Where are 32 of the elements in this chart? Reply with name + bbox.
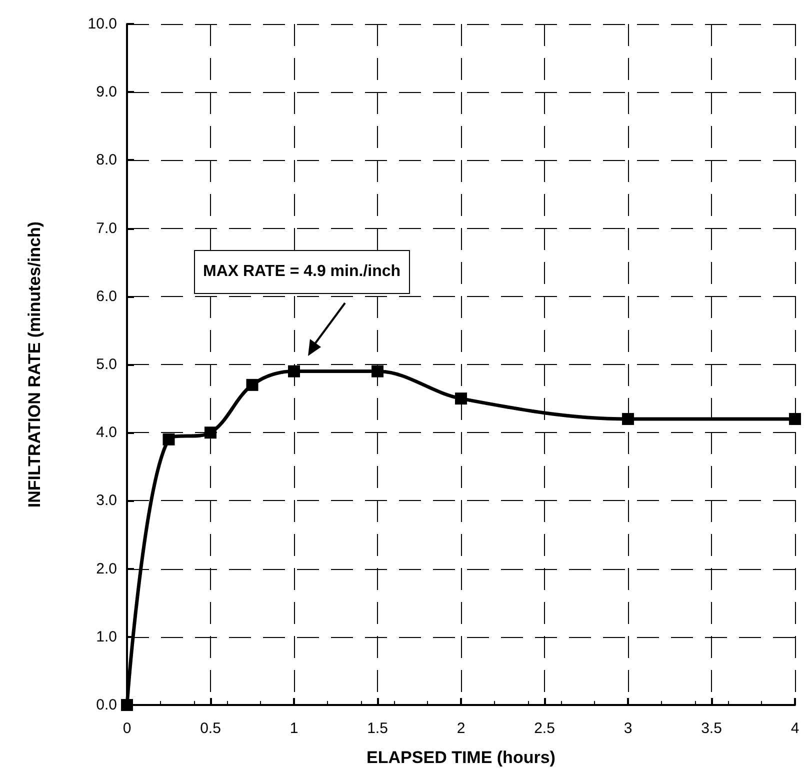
y-tick-label: 4.0: [96, 424, 117, 442]
point: [204, 426, 216, 439]
x-tick-label: 2: [456, 720, 466, 737]
y-tick-label: 2.0: [96, 560, 117, 578]
y-tick-label: 0.0: [96, 696, 117, 714]
point: [622, 412, 634, 425]
y-tick-label: 8.0: [96, 152, 117, 169]
y-tick-label: 3.0: [96, 492, 117, 510]
y-axis-title: INFILTRATION RATE (minutes/inch): [25, 221, 44, 508]
y-tick-label: 7.0: [96, 220, 117, 237]
point: [246, 378, 258, 391]
point: [121, 699, 133, 711]
point: [372, 365, 384, 378]
x-tick-label: 2.5: [534, 720, 555, 737]
y-tick-label: 1.0: [96, 628, 117, 646]
y-tick-label: 10.0: [88, 16, 117, 32]
point: [162, 433, 175, 446]
y-tick-label: 5.0: [96, 356, 117, 373]
x-tick-label: 0: [122, 720, 132, 737]
point: [288, 365, 300, 378]
x-tick-label: 3.5: [701, 720, 722, 737]
point: [455, 392, 467, 405]
y-tick-label: 9.0: [96, 84, 117, 101]
point: [789, 412, 801, 425]
x-tick-label: 1: [290, 720, 298, 737]
x-tick-label: 1.5: [367, 720, 388, 737]
x-tick-label: 4: [790, 720, 800, 737]
annotation: MAX RATE = 4.9 min./inch: [194, 250, 410, 294]
x-tick-label: 3: [624, 720, 632, 737]
x-tick-label: 0.5: [200, 720, 221, 737]
x-axis-title: ELAPSED TIME (hours): [366, 748, 556, 767]
y-tick-label: 6.0: [96, 288, 117, 305]
